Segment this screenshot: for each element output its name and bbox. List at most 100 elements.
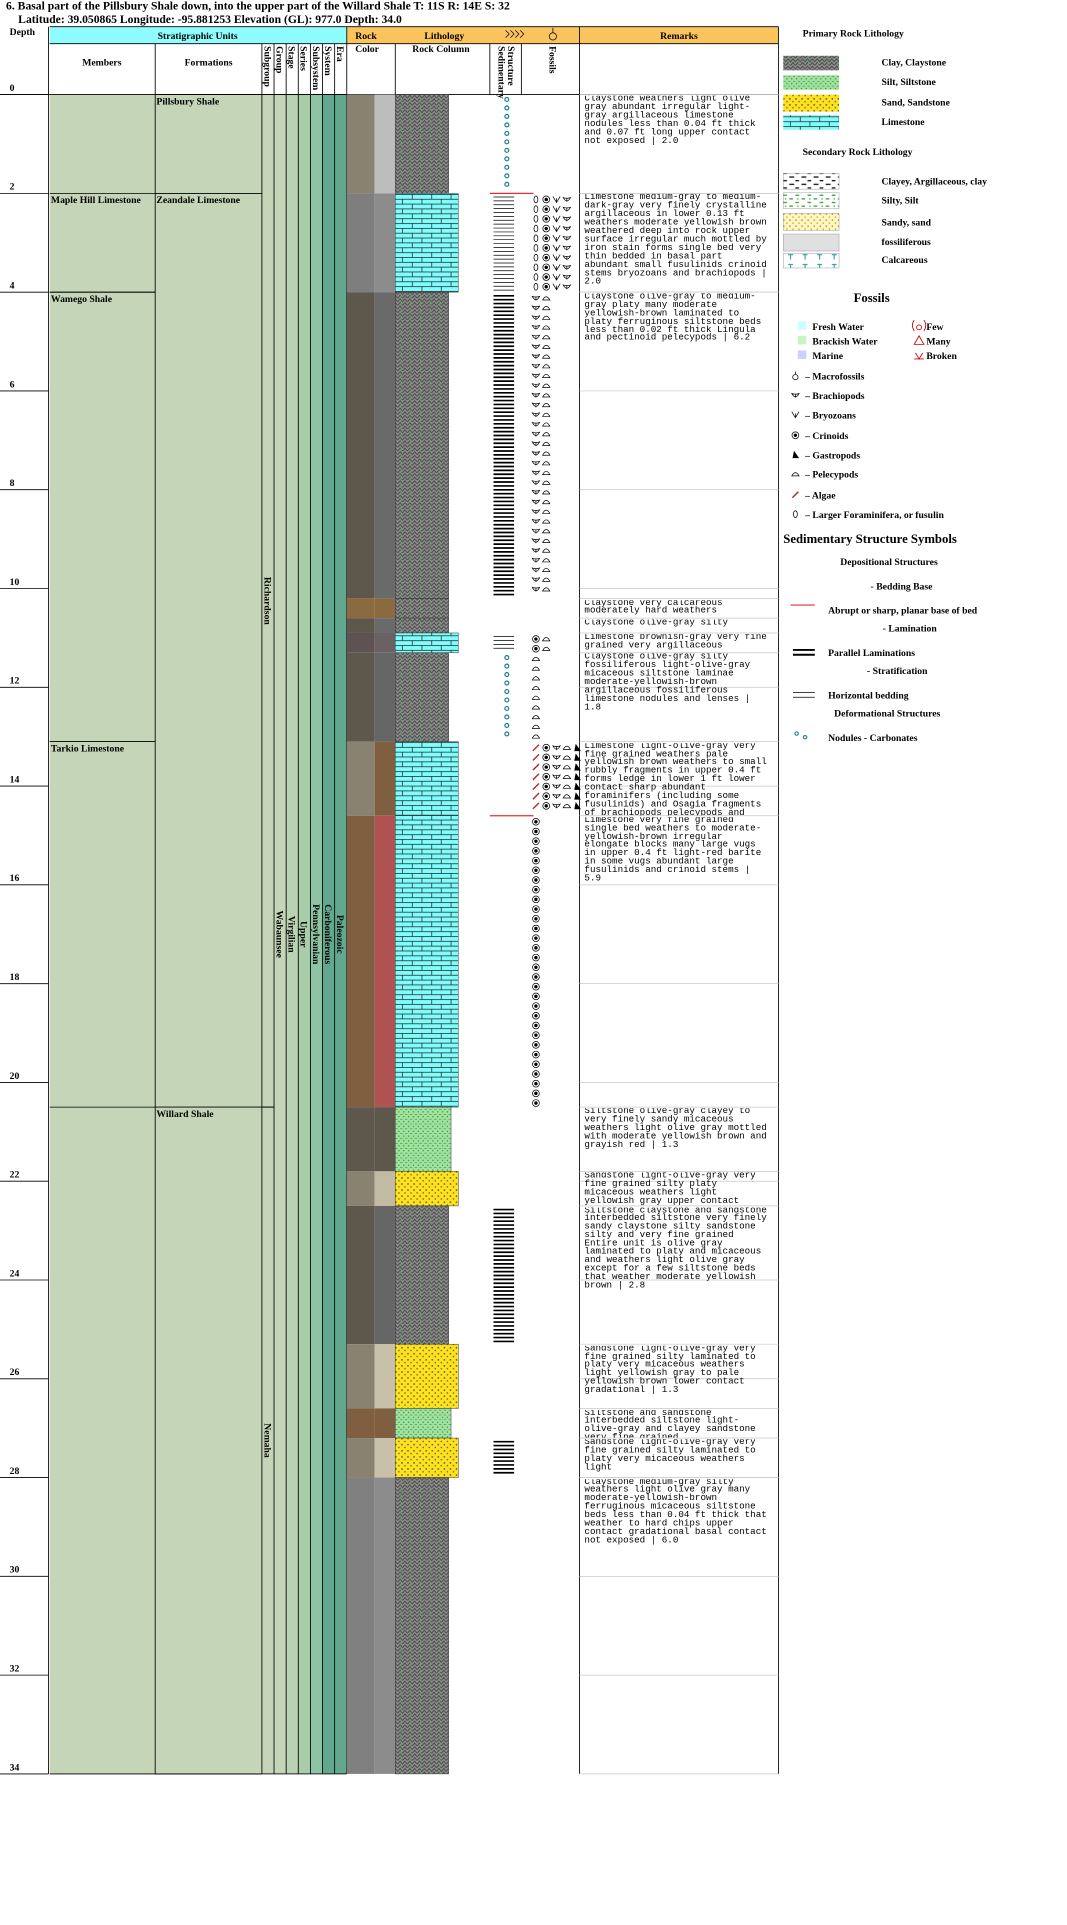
unit-name: Wamego Shale xyxy=(51,294,113,305)
fossil-part xyxy=(544,765,548,769)
fossil-symbol xyxy=(532,792,540,800)
fossil-symbol xyxy=(574,763,581,771)
nodule xyxy=(504,663,510,669)
legend-label: Horizontal bedding xyxy=(828,690,909,701)
fossil-symbol xyxy=(542,263,550,272)
fossil-part xyxy=(531,295,541,301)
remark-box: Claystone olive-gray to medium-gray plat… xyxy=(584,293,761,343)
fossil-symbol xyxy=(541,577,551,582)
unit-name: Nemaha xyxy=(261,1423,272,1458)
fossil-symbol xyxy=(791,472,800,477)
legend-label: Parallel Laminations xyxy=(828,648,915,659)
fossil-symbol xyxy=(552,745,561,751)
fossil-symbol xyxy=(532,1002,540,1010)
fossil-part xyxy=(534,858,538,863)
rock-column xyxy=(395,652,449,742)
nodule xyxy=(504,671,510,678)
legend-swatch xyxy=(783,173,840,190)
fossil-symbol xyxy=(552,803,561,809)
fossil-part xyxy=(552,273,561,281)
fossil-part xyxy=(544,265,548,270)
fossil-symbol xyxy=(531,315,541,321)
fossil-symbol xyxy=(532,847,540,855)
fossil-part xyxy=(792,450,800,459)
fossil-symbol xyxy=(531,441,541,447)
fossil-part xyxy=(531,363,541,369)
unit-name: Virgilian xyxy=(286,916,297,953)
fossil-part xyxy=(534,917,538,921)
fossil-part xyxy=(534,839,538,843)
rock-column xyxy=(395,1437,459,1478)
fossil-part xyxy=(534,1033,538,1037)
rock-color xyxy=(374,741,396,816)
fossil-symbol xyxy=(531,431,541,437)
fossil-symbol xyxy=(562,774,572,779)
fossil-symbol xyxy=(532,953,540,962)
fossil-part xyxy=(544,745,548,750)
fossil-part xyxy=(574,763,581,771)
fossil-symbol xyxy=(531,528,541,534)
fossil-symbol xyxy=(541,567,551,573)
fossil-symbol xyxy=(552,273,561,281)
fossil-symbol xyxy=(562,264,572,270)
fossil-symbol xyxy=(532,982,540,991)
fossil-icon xyxy=(548,27,557,41)
fossil-symbol xyxy=(532,782,540,791)
fossil-symbol xyxy=(562,274,572,280)
fossil-symbol xyxy=(574,743,581,752)
fossil-symbol xyxy=(542,802,550,810)
fossil-symbol xyxy=(532,1070,540,1078)
fossil-symbol xyxy=(533,244,539,252)
remark-box: Sandstone light-olive-gray very fine gra… xyxy=(584,1345,756,1396)
depth-label: 0 xyxy=(10,83,15,94)
fossil-symbol xyxy=(541,315,551,320)
fossil-symbol xyxy=(542,282,550,291)
rock-column xyxy=(395,1205,449,1345)
fossil-symbol xyxy=(531,392,541,398)
fossil-symbol xyxy=(541,519,551,524)
fossil-symbol xyxy=(532,827,540,836)
fossil-part xyxy=(541,509,551,514)
unit-name: Carboniferous xyxy=(322,904,333,964)
legend-title: Fossils xyxy=(854,291,890,305)
unit-name: Pillsbury Shale xyxy=(156,96,219,107)
rock-color xyxy=(374,292,396,599)
remark: Sandstone light-olive-gray very fine gra… xyxy=(584,1345,756,1396)
fossil-symbol xyxy=(562,794,572,799)
fossil-symbol xyxy=(531,686,541,691)
fossil-symbol xyxy=(532,866,540,875)
remark-box: Claystone olive-gray silty fossiliferous… xyxy=(584,654,750,713)
fossil-part xyxy=(531,470,541,476)
depth-label: 10 xyxy=(10,577,20,588)
remark: Sandstone light-olive-gray very fine gra… xyxy=(584,1439,756,1473)
fossil-part xyxy=(541,354,551,359)
fossil-part xyxy=(533,282,539,291)
fossil-symbol xyxy=(532,1089,540,1098)
fossil-part xyxy=(541,393,551,398)
fossil-symbol xyxy=(531,656,541,661)
fossil-symbol xyxy=(574,801,581,810)
fossil-symbol xyxy=(541,490,551,495)
fossil-part xyxy=(541,335,551,340)
fossil-symbol xyxy=(532,885,540,894)
legend-swatch xyxy=(783,115,840,130)
fossil-part xyxy=(541,432,551,437)
fossil-part xyxy=(541,364,551,369)
fossil-part xyxy=(534,926,538,931)
remark-box: Sandstone light-olive-gray very fine gra… xyxy=(584,1173,755,1206)
depth-label: 20 xyxy=(10,1071,20,1082)
fossil-symbol xyxy=(541,480,551,485)
fossil-part xyxy=(534,994,538,999)
rock-color xyxy=(346,652,375,742)
fossil-part xyxy=(531,528,541,534)
remark: Claystone weathers light olive gray abun… xyxy=(584,95,756,147)
fossil-symbol xyxy=(552,264,561,272)
fossil-part xyxy=(534,955,538,960)
fossil-part xyxy=(791,491,799,499)
header-rock-color: Color xyxy=(355,44,379,55)
fossil-part xyxy=(533,234,539,242)
nodule xyxy=(504,122,510,128)
fossil-part xyxy=(552,264,561,272)
fossil-symbol xyxy=(541,393,551,398)
